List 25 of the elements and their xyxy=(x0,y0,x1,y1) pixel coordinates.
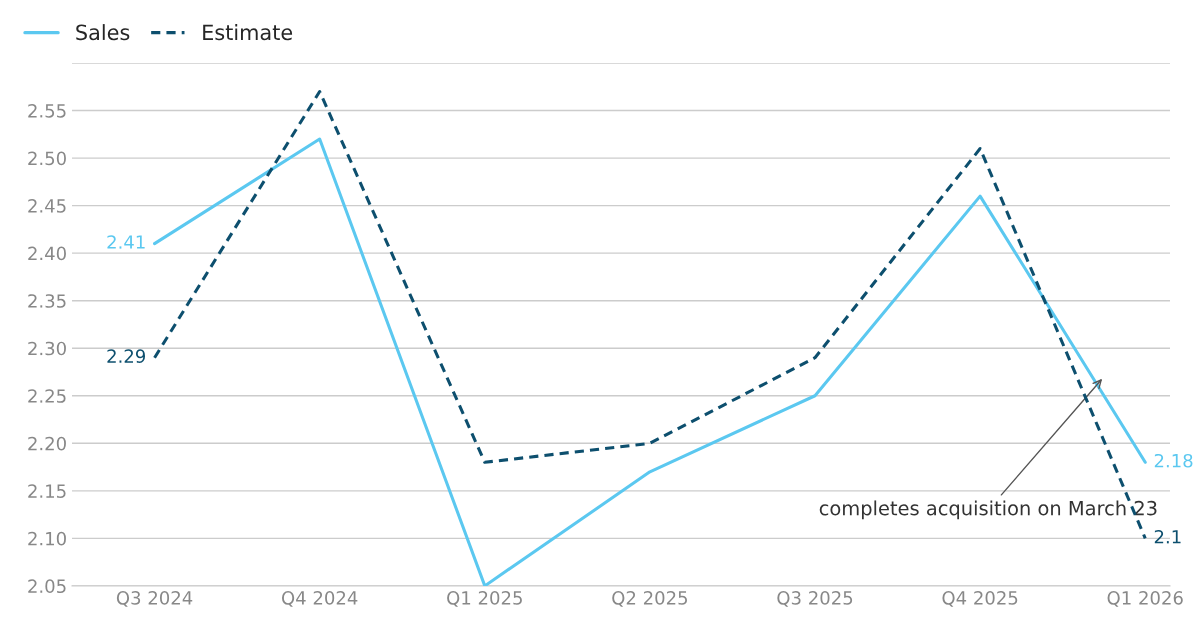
data-label: 2.41 xyxy=(107,235,145,249)
y-tick-label: 2.30 xyxy=(28,341,66,356)
y-tick-label: 2.10 xyxy=(28,531,66,546)
annotation: completes acquisition on March 23 xyxy=(819,500,1157,520)
x-tick-label: Q2 2025 xyxy=(612,591,688,607)
x-tick-label: Q3 2025 xyxy=(777,591,853,607)
y-tick-label: 2.05 xyxy=(28,579,66,594)
data-label: 2.18 xyxy=(1154,453,1193,468)
legend-label: Estimate xyxy=(203,24,293,41)
legend-label: Sales xyxy=(76,24,130,41)
data-label: 2.1 xyxy=(1154,529,1181,544)
y-tick-label: 2.50 xyxy=(28,151,66,166)
x-tick-label: Q1 2026 xyxy=(1107,591,1183,607)
y-tick-label: 2.45 xyxy=(28,199,66,213)
y-tick-label: 2.40 xyxy=(28,246,66,261)
x-tick-label: Q1 2025 xyxy=(447,591,522,607)
y-tick-label: 2.15 xyxy=(28,484,66,498)
x-tick-label: Q3 2024 xyxy=(116,591,193,607)
x-tick-label: Q4 2025 xyxy=(942,591,1018,607)
y-tick-label: 2.55 xyxy=(28,104,66,118)
y-tick-label: 2.35 xyxy=(28,294,66,308)
y-tick-label: 2.20 xyxy=(28,436,66,451)
y-tick-label: 2.25 xyxy=(28,389,66,403)
data-label: 2.29 xyxy=(107,349,146,363)
x-tick-label: Q4 2024 xyxy=(281,591,358,607)
